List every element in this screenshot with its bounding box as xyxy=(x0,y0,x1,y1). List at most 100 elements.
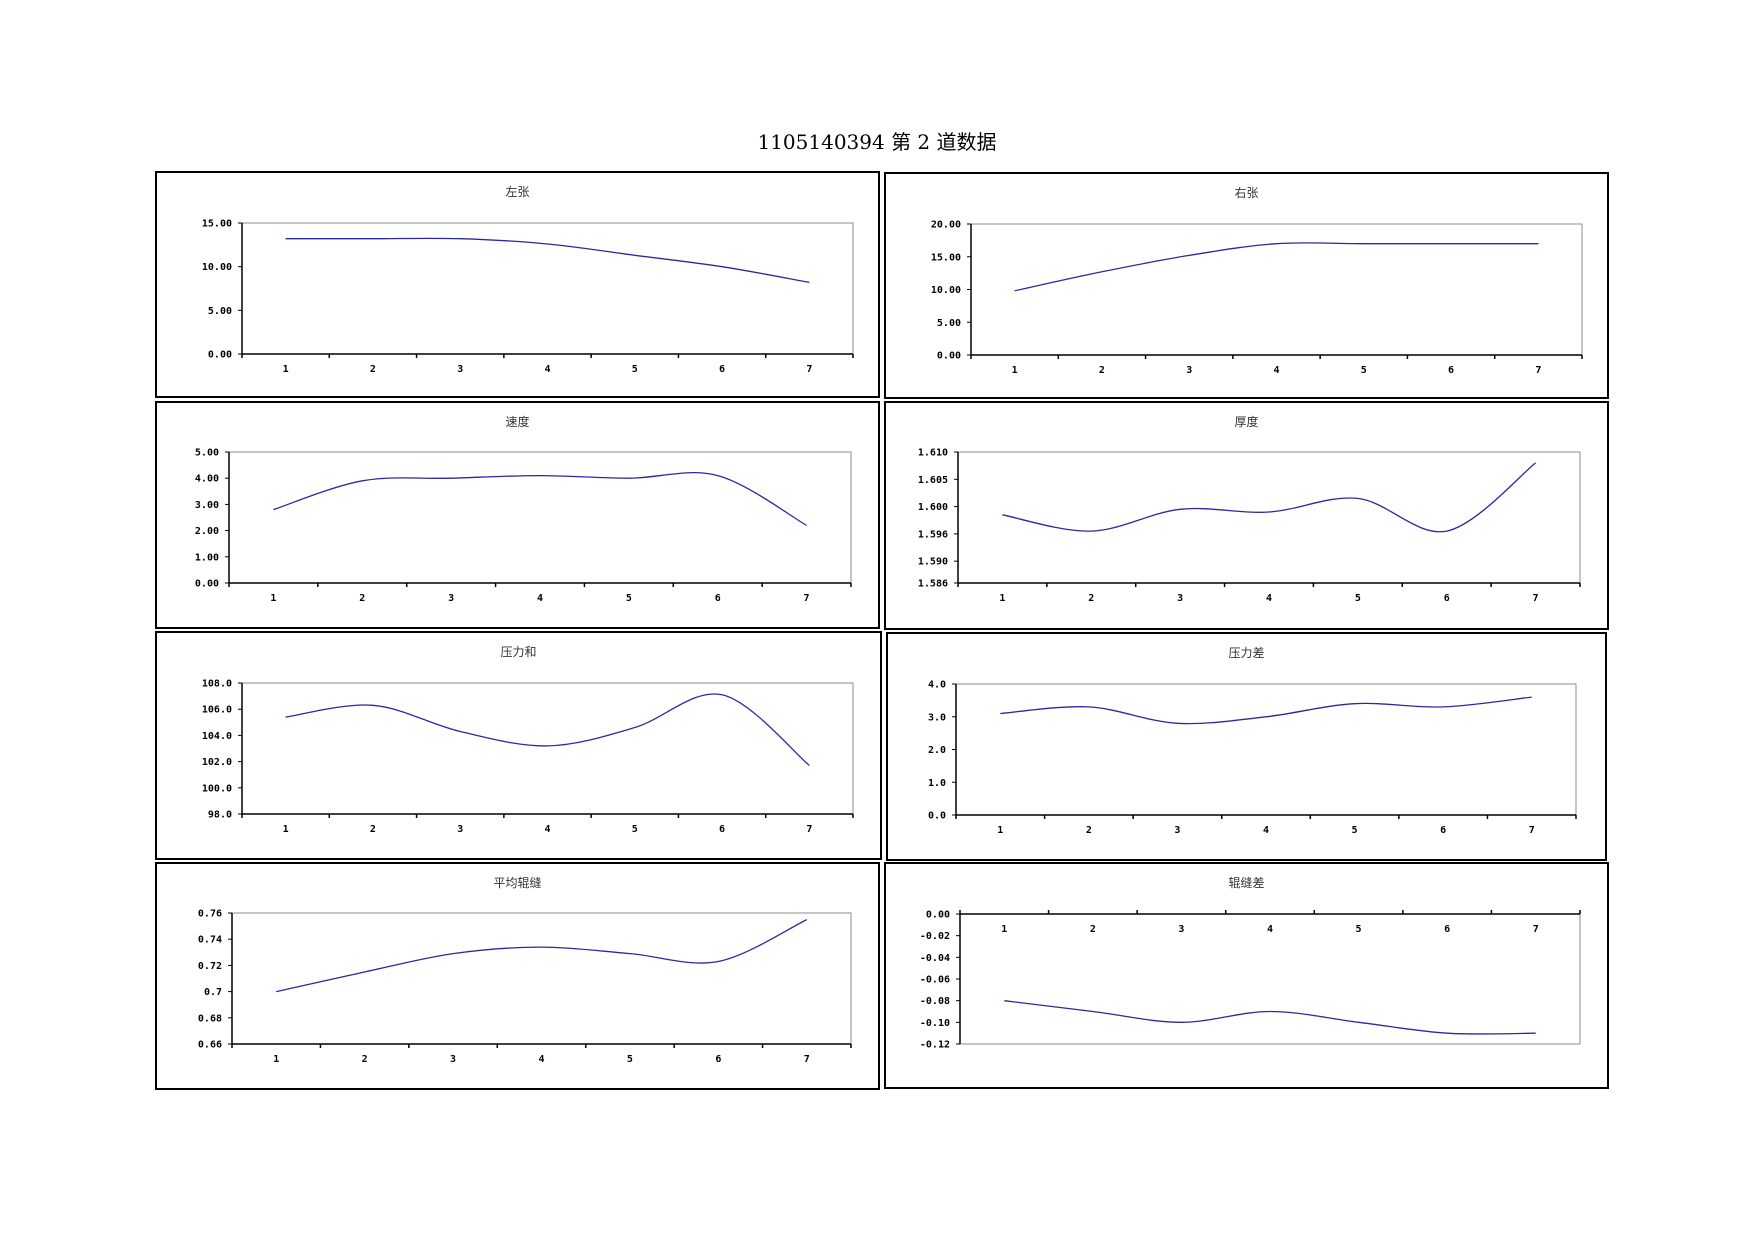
data-point xyxy=(721,265,723,267)
x-tick-label: 5 xyxy=(626,593,632,604)
x-tick-label: 1 xyxy=(283,364,289,375)
series-line xyxy=(1002,462,1536,533)
data-point xyxy=(1188,254,1190,256)
x-tick-label: 6 xyxy=(1440,825,1446,836)
y-tick-label: -0.08 xyxy=(920,996,950,1007)
x-tick-label: 3 xyxy=(450,1054,456,1065)
data-point xyxy=(284,716,286,718)
chart-panel-average-roll-gap: 平均辊缝 0.66 0.68 0.7 0.72 0.74 0.76 1 2 3 4 5 6 7 xyxy=(155,862,880,1090)
x-tick-label: 3 xyxy=(457,824,463,835)
data-point xyxy=(1357,1021,1359,1023)
x-tick-label: 3 xyxy=(457,364,463,375)
data-point xyxy=(1092,1010,1094,1012)
data-point xyxy=(1531,696,1533,698)
y-tick-label: 3.00 xyxy=(195,500,219,511)
data-point xyxy=(1450,242,1452,244)
x-tick-label: 1 xyxy=(999,593,1005,604)
y-tick-label: 106.0 xyxy=(202,705,232,716)
y-tick-label: 0.0 xyxy=(928,811,946,822)
x-tick-label: 2 xyxy=(370,364,376,375)
x-tick-label: 2 xyxy=(359,593,365,604)
x-tick-label: 5 xyxy=(1356,924,1362,935)
series-line xyxy=(273,472,807,526)
chart-svg: 1.586 1.590 1.596 1.600 1.605 1.610 1 2 3 4 5 6 7 xyxy=(918,448,1581,604)
y-tick-label: -0.04 xyxy=(920,953,950,964)
chart-title: 压力差 xyxy=(1228,646,1265,660)
y-tick-label: 5.00 xyxy=(208,306,232,317)
x-tick-label: 7 xyxy=(1533,924,1539,935)
chart-panel-roll-gap-diff: 辊缝差 -0.12 -0.10 -0.08 -0.06 -0.04 -0.02 0.00 1 2… xyxy=(884,862,1609,1089)
y-tick-label: 5.00 xyxy=(937,318,961,329)
x-tick-label: 2 xyxy=(1088,593,1094,604)
data-point xyxy=(1268,511,1270,513)
data-point xyxy=(1269,1010,1271,1012)
chart-svg: 98.0 100.0 102.0 104.0 106.0 108.0 1 2 3 4 5 6 7 xyxy=(202,679,854,835)
x-tick-label: 1 xyxy=(283,824,289,835)
y-tick-label: 100.0 xyxy=(202,783,232,794)
chart-panel-thickness: 厚度 1.586 1.590 1.596 1.600 1.605 1.610 1 2 3 4 5 6 7 xyxy=(884,401,1609,630)
x-tick-label: 4 xyxy=(544,824,550,835)
x-tick-label: 1 xyxy=(1001,924,1007,935)
x-tick-label: 5 xyxy=(1352,825,1358,836)
chart-svg: 0.00 1.00 2.00 3.00 4.00 5.00 1 2 3 4 5 6 7 xyxy=(195,448,852,604)
data-point xyxy=(361,480,363,482)
y-tick-label: 1.586 xyxy=(918,579,948,590)
data-point xyxy=(1180,1021,1182,1023)
data-point xyxy=(1176,722,1178,724)
chart-title: 速度 xyxy=(505,415,530,429)
y-tick-label: 108.0 xyxy=(202,679,232,690)
y-tick-label: 0.00 xyxy=(208,350,232,361)
x-tick-label: 3 xyxy=(1178,924,1184,935)
y-tick-label: 0.7 xyxy=(204,987,222,998)
x-tick-label: 5 xyxy=(627,1054,633,1065)
y-tick-label: 0.00 xyxy=(926,910,950,921)
y-tick-label: 1.596 xyxy=(918,529,948,540)
data-point xyxy=(284,238,286,240)
x-tick-label: 1 xyxy=(997,825,1003,836)
chart-panel-pressure-sum: 压力和 98.0 100.0 102.0 104.0 106.0 108.0 1 2 3 4 5 6 7 xyxy=(155,631,882,860)
y-tick-label: 0.00 xyxy=(195,579,219,590)
y-tick-label: 1.605 xyxy=(918,475,948,486)
data-point xyxy=(1101,271,1103,273)
data-point xyxy=(808,281,810,283)
x-tick-label: 7 xyxy=(806,364,812,375)
chart-title: 右张 xyxy=(1234,186,1259,200)
data-point xyxy=(1003,999,1005,1001)
x-tick-label: 6 xyxy=(719,364,725,375)
page-title: 1105140394 第 2 道数据 xyxy=(757,130,997,154)
y-tick-label: 0.72 xyxy=(198,961,222,972)
data-point xyxy=(546,243,548,245)
data-point xyxy=(459,238,461,240)
plot-area xyxy=(241,682,854,815)
y-tick-label: 20.00 xyxy=(931,220,961,231)
x-tick-label: 1 xyxy=(273,1054,279,1065)
data-point xyxy=(1446,1032,1448,1034)
chart-svg: 0.00 5.00 10.00 15.00 1 2 3 4 5 6 7 xyxy=(202,219,854,375)
y-tick-label: 1.610 xyxy=(918,448,948,459)
data-point xyxy=(634,254,636,256)
x-tick-label: 6 xyxy=(715,1054,721,1065)
x-tick-label: 7 xyxy=(804,593,810,604)
y-tick-label: 4.0 xyxy=(928,680,946,691)
series-line xyxy=(285,693,810,767)
data-point xyxy=(1537,242,1539,244)
y-tick-label: 15.00 xyxy=(202,219,232,230)
data-point xyxy=(717,960,719,962)
x-tick-label: 2 xyxy=(370,824,376,835)
x-tick-label: 5 xyxy=(632,364,638,375)
data-point xyxy=(1179,508,1181,510)
data-point xyxy=(805,524,807,526)
y-tick-label: 1.00 xyxy=(195,552,219,563)
data-point xyxy=(1001,514,1003,516)
data-point xyxy=(372,238,374,240)
y-tick-label: 0.66 xyxy=(198,1040,222,1051)
data-point xyxy=(539,474,541,476)
data-point xyxy=(450,477,452,479)
data-point xyxy=(1442,706,1444,708)
x-tick-label: 1 xyxy=(1012,365,1018,376)
series-line xyxy=(285,237,810,284)
chart-title: 辊缝差 xyxy=(1228,876,1265,890)
data-point xyxy=(1357,497,1359,499)
data-point xyxy=(1353,702,1355,704)
x-tick-label: 5 xyxy=(1355,593,1361,604)
